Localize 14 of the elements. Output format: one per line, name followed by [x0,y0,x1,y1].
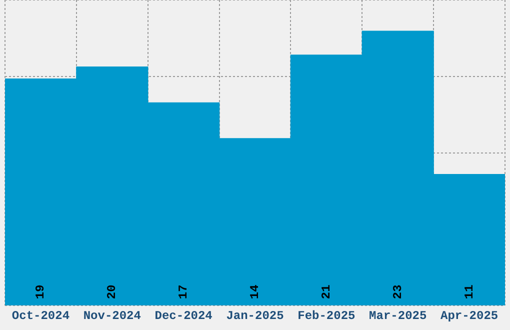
x-tick-label: Apr-2025 [440,308,498,323]
x-tick-label: Feb-2025 [298,308,356,323]
data-label: 21 [319,284,334,300]
data-label: 14 [248,284,262,300]
data-label: 19 [34,284,48,300]
x-tick-label: Dec-2024 [154,308,212,323]
x-tick-label: Mar-2025 [369,308,427,323]
x-tick-label: Nov-2024 [83,308,141,323]
x-tick-label: Jan-2025 [226,308,284,323]
data-label: 23 [390,284,405,300]
data-label: 17 [176,284,191,300]
x-tick-label: Oct-2024 [12,308,70,323]
data-label: 11 [462,284,476,300]
data-label: 20 [105,284,120,300]
